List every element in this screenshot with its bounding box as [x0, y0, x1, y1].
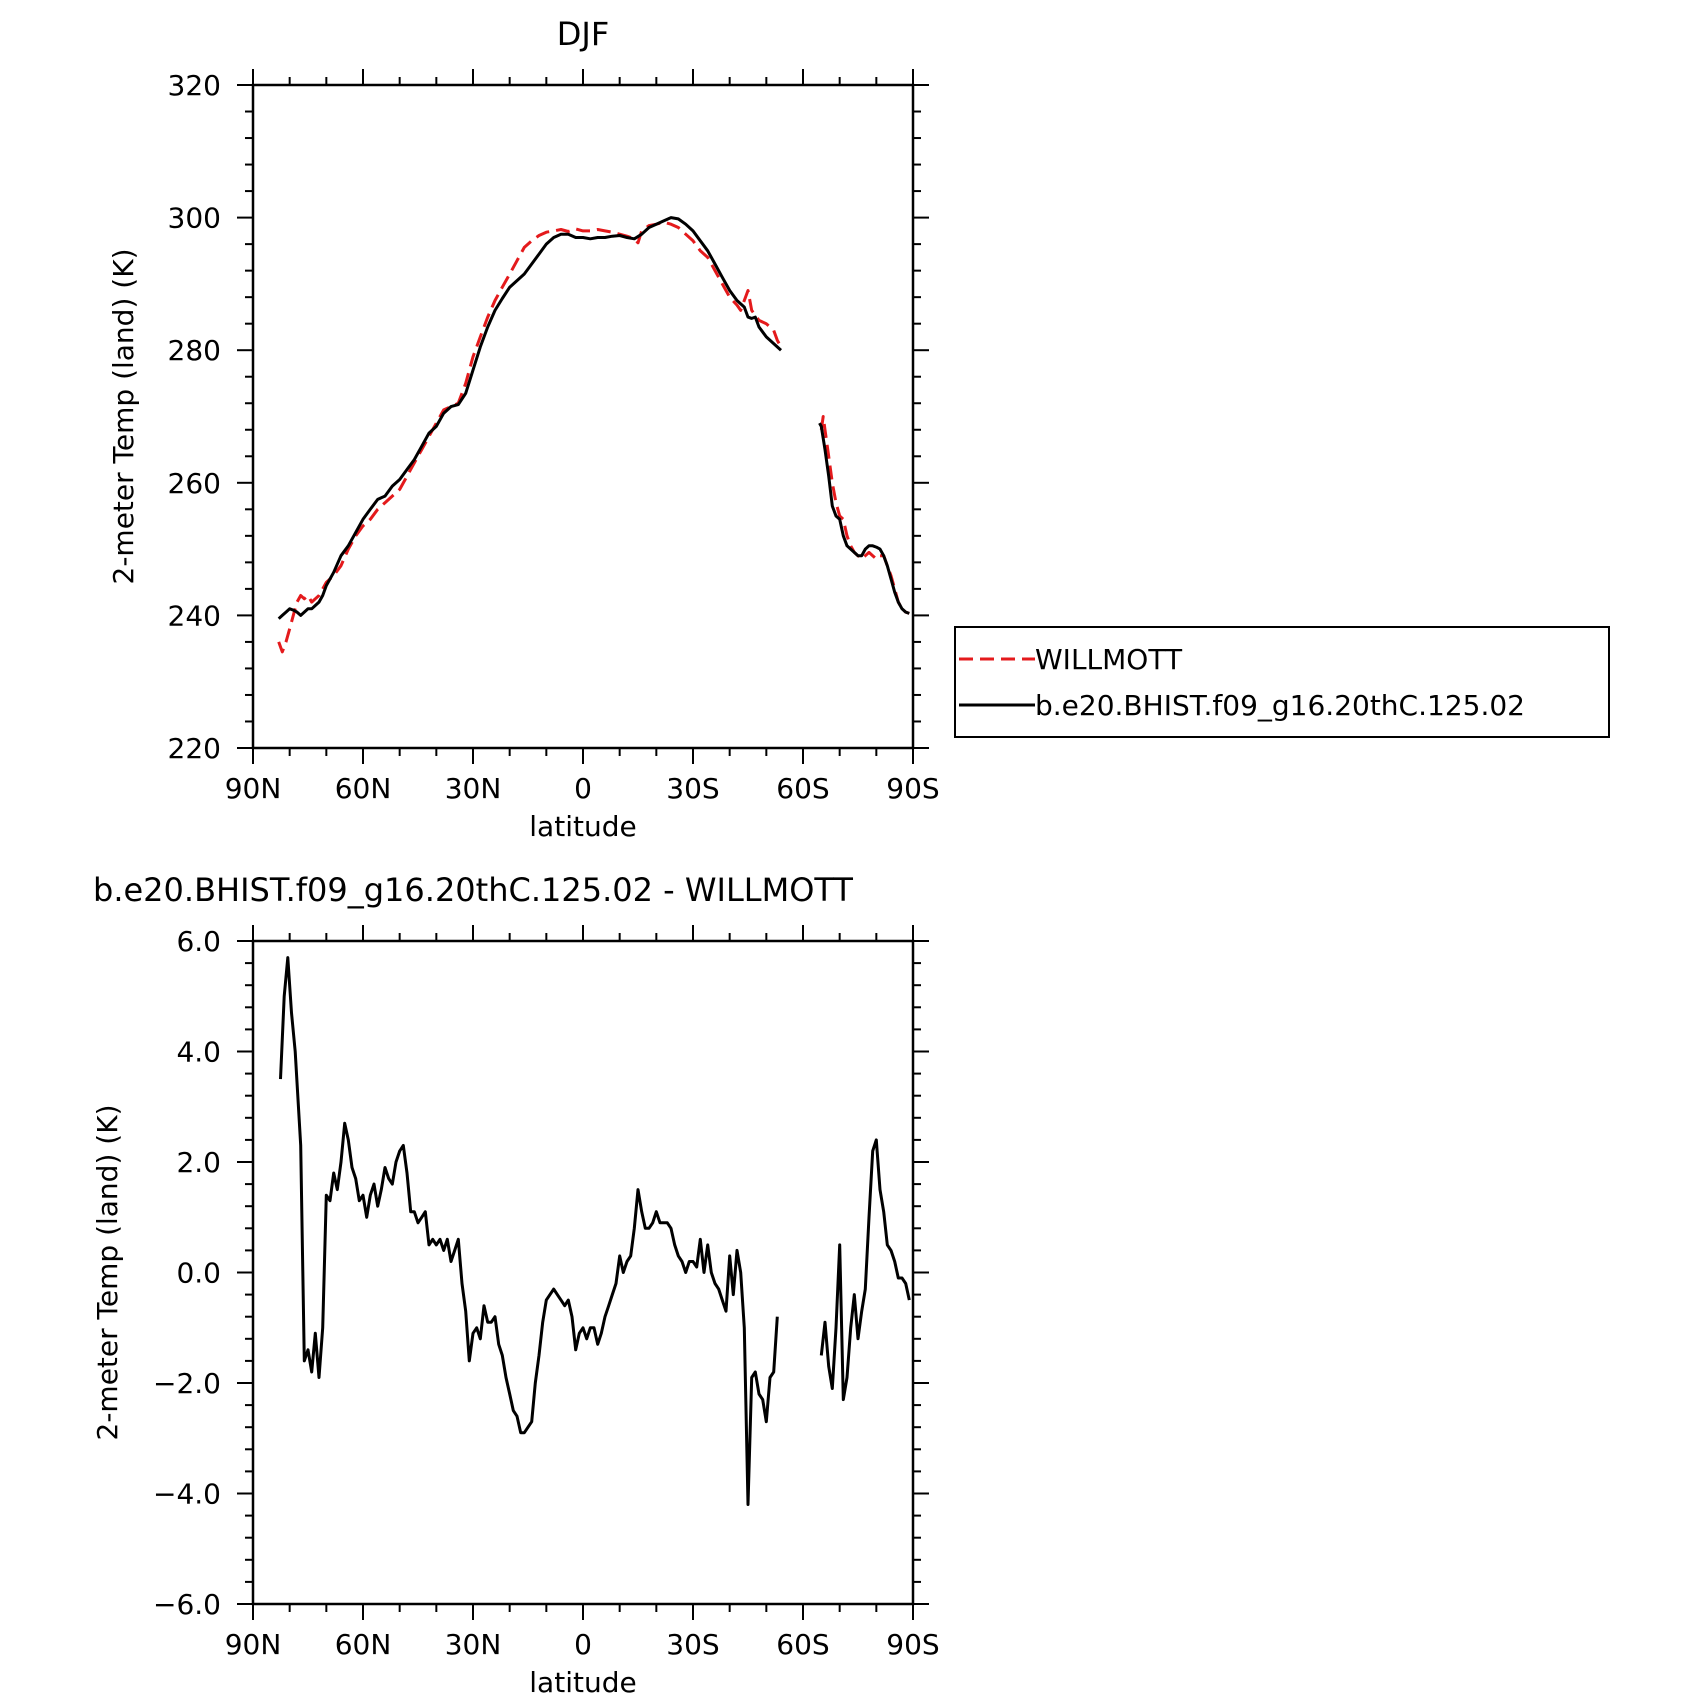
x-axis-label: latitude [529, 1666, 636, 1699]
series-line-1 [277, 220, 783, 654]
x-tick-label: 90N [225, 1628, 282, 1661]
series-line-1 [279, 956, 779, 1506]
x-tick-label: 60N [335, 1628, 392, 1661]
y-axis-label: 2-meter Temp (land) (K) [91, 1105, 124, 1441]
chart-title: DJF [557, 15, 609, 53]
plot-frame [251, 939, 915, 1606]
legend-label-1: WILLMOTT [1035, 643, 1183, 676]
x-tick-label: 0 [574, 1628, 592, 1661]
x-tick-label: 30N [445, 1628, 502, 1661]
x-tick-label: 30N [445, 772, 502, 805]
series-line-2 [277, 216, 783, 620]
x-tick-label: 90N [225, 772, 282, 805]
x-tick-label: 30S [666, 1628, 719, 1661]
y-tick-label: −4.0 [153, 1478, 221, 1511]
y-tick-label: 220 [168, 732, 221, 765]
y-tick-label: 4.0 [176, 1036, 221, 1069]
y-tick-label: 280 [168, 334, 221, 367]
legend-label-2: b.e20.BHIST.f09_g16.20thC.125.02 [1035, 689, 1525, 722]
x-tick-label: 60S [776, 772, 829, 805]
legend: WILLMOTT b.e20.BHIST.f09_g16.20thC.125.02 [954, 626, 1610, 738]
y-tick-label: 2.0 [176, 1146, 221, 1179]
plot-frame [251, 83, 915, 750]
panel-difference: 90N 60N 30N 0 30S 60S 90S −6.0 −4.0 −2.0 0.0 2.0 4.0… [91, 871, 940, 1699]
y-tick-label: −2.0 [153, 1367, 221, 1400]
y-tick-label: 260 [168, 467, 221, 500]
x-tick-label: 30S [666, 772, 719, 805]
x-tick-label: 90S [886, 772, 939, 805]
panel-temperature: 90N 60N 30N 0 30S 60S 90S 220 240 260 280 300 320 DJF… [107, 15, 940, 843]
y-tick-label: 320 [168, 69, 221, 102]
series-line-2 [818, 422, 910, 615]
x-tick-label: 0 [574, 772, 592, 805]
y-tick-label: 240 [168, 599, 221, 632]
y-axis-label: 2-meter Temp (land) (K) [107, 249, 140, 585]
x-tick-label: 90S [886, 1628, 939, 1661]
y-tick-label: 6.0 [176, 925, 221, 958]
chart-title: b.e20.BHIST.f09_g16.20thC.125.02 - WILLM… [93, 871, 853, 909]
x-tick-label: 60S [776, 1628, 829, 1661]
x-axis-label: latitude [529, 810, 636, 843]
y-tick-label: 300 [168, 202, 221, 235]
y-tick-label: 0.0 [176, 1257, 221, 1290]
x-tick-label: 60N [335, 772, 392, 805]
y-tick-label: −6.0 [153, 1588, 221, 1621]
series-line-1 [819, 1138, 911, 1402]
legend-box [954, 626, 1610, 738]
